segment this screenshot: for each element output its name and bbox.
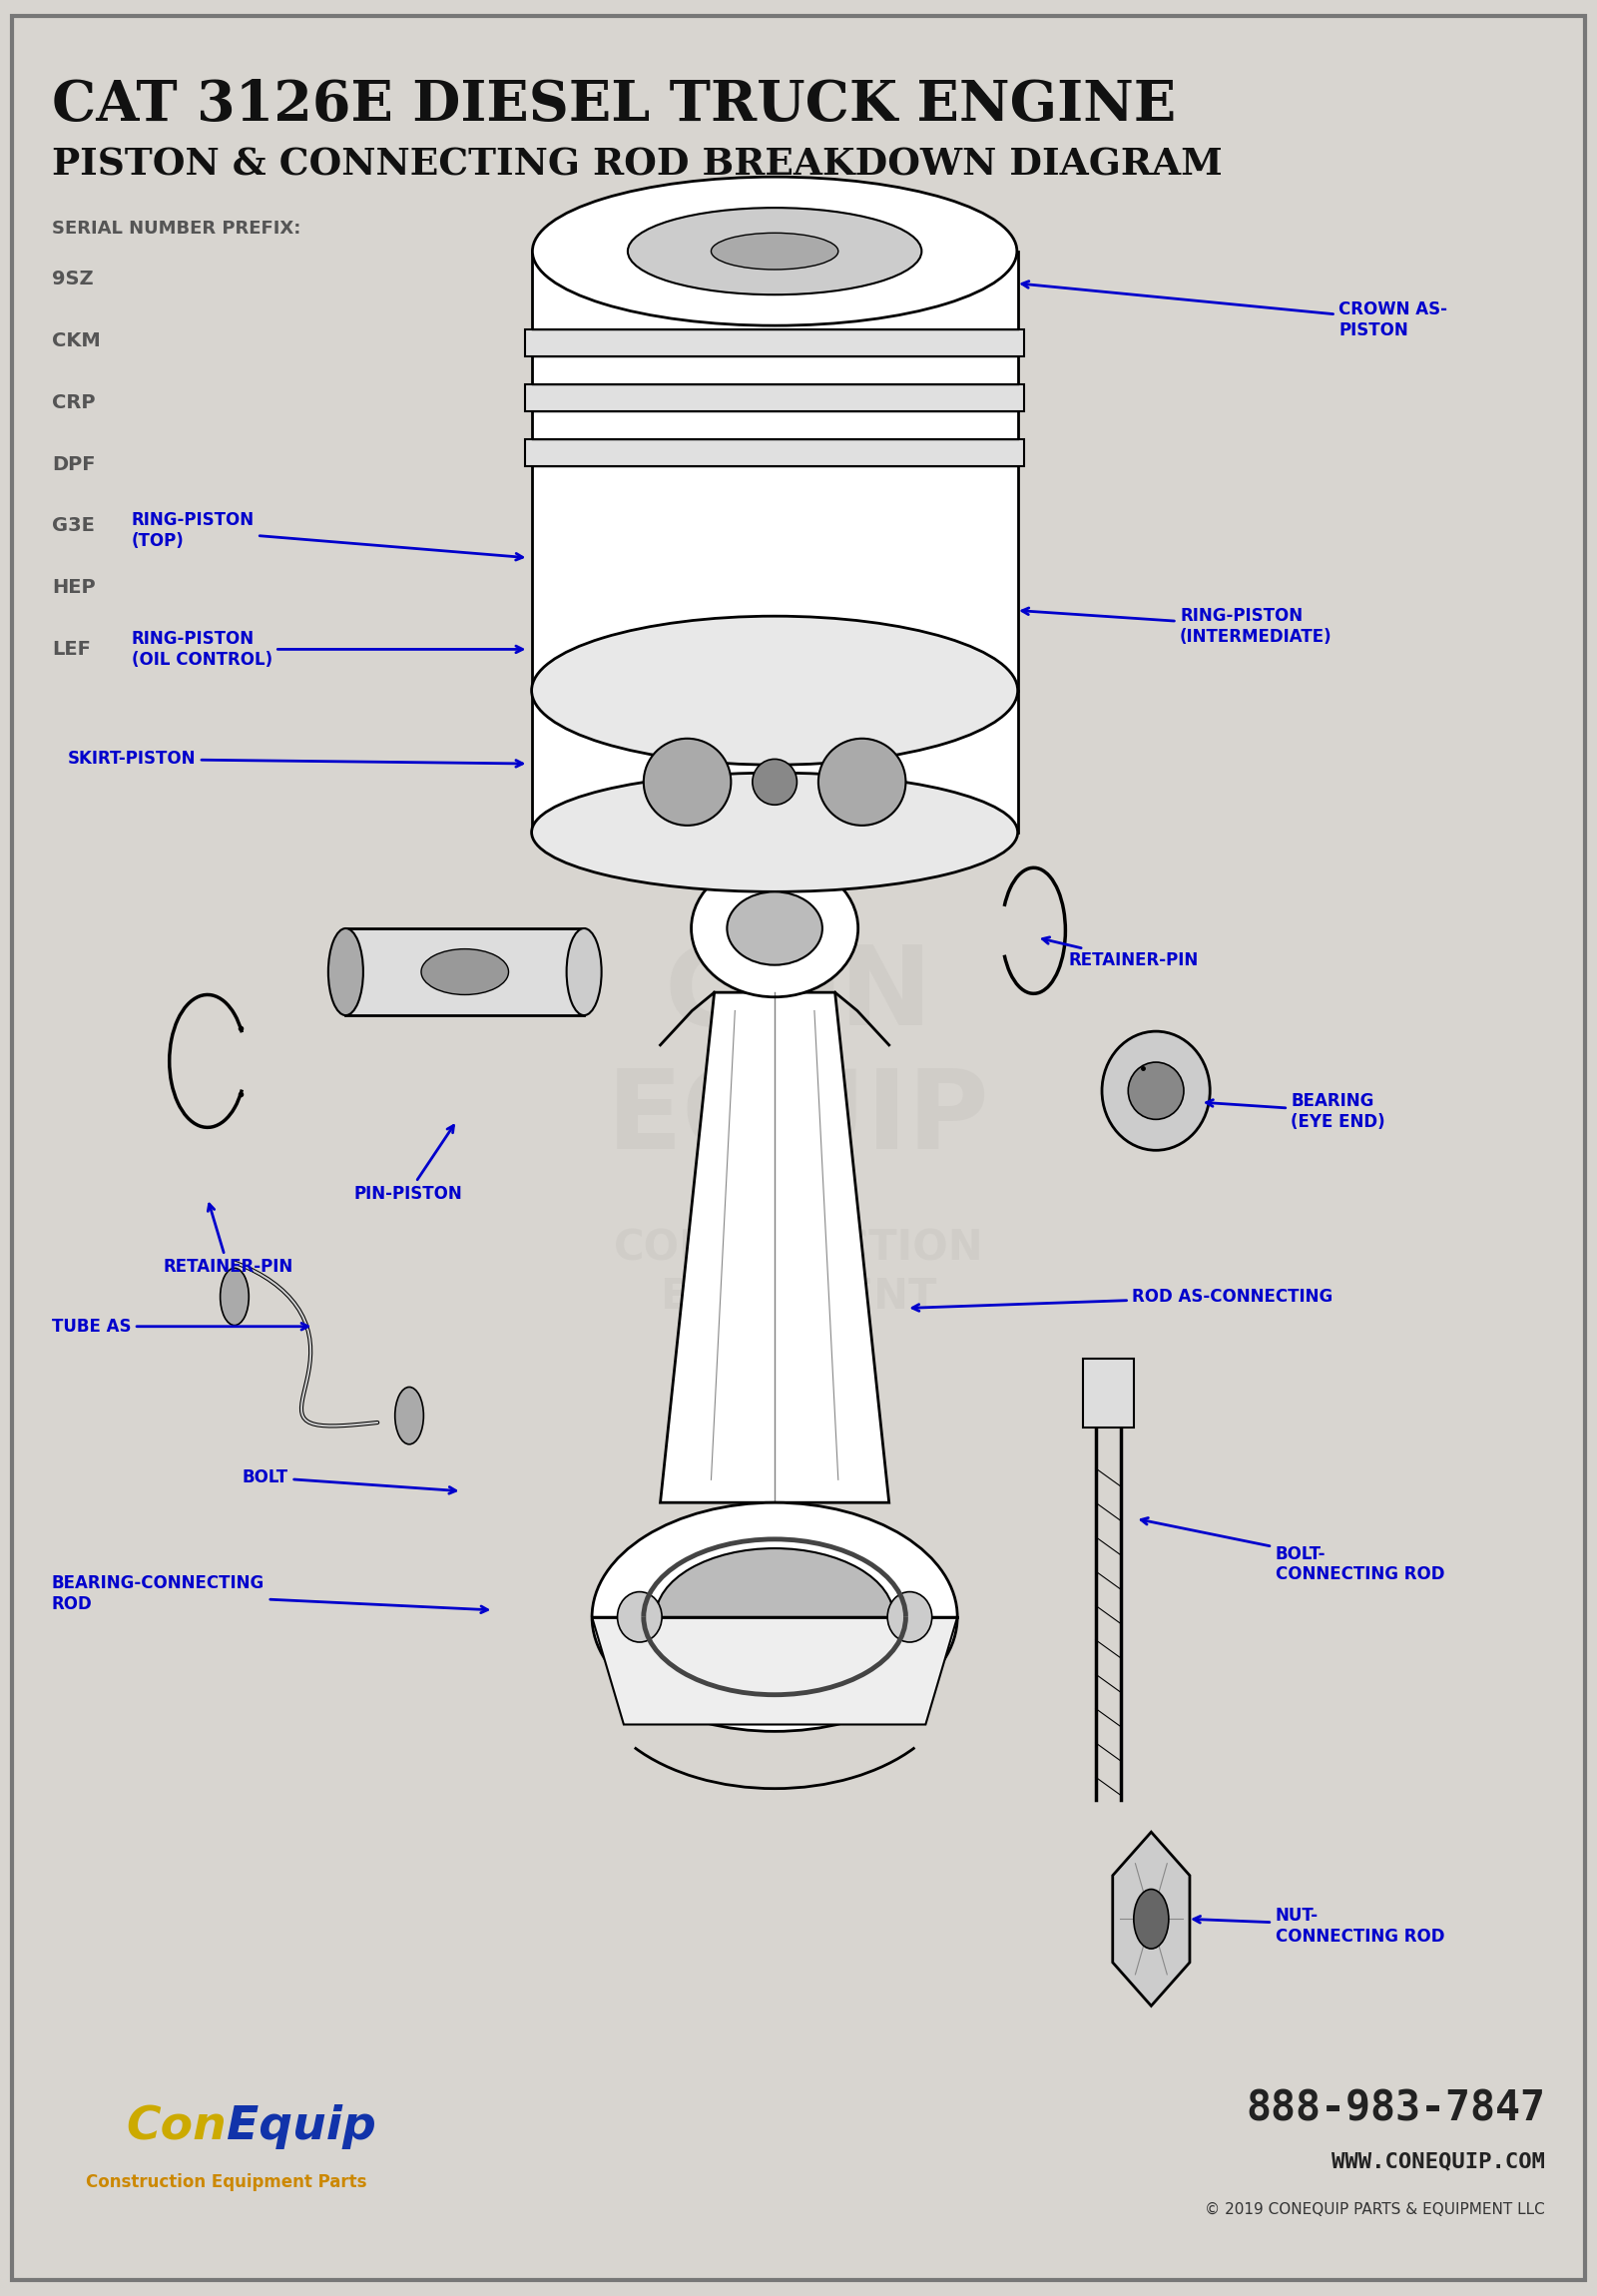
Ellipse shape xyxy=(1134,1890,1169,1949)
FancyBboxPatch shape xyxy=(525,439,1024,466)
Ellipse shape xyxy=(220,1267,249,1325)
Text: ROD AS-CONNECTING: ROD AS-CONNECTING xyxy=(912,1288,1333,1311)
Text: Con: Con xyxy=(126,2105,227,2149)
Text: RING-PISTON
(INTERMEDIATE): RING-PISTON (INTERMEDIATE) xyxy=(1022,606,1332,645)
FancyBboxPatch shape xyxy=(525,328,1024,356)
Text: 9SZ: 9SZ xyxy=(51,269,93,289)
Text: CRP: CRP xyxy=(51,393,96,411)
Text: SERIAL NUMBER PREFIX:: SERIAL NUMBER PREFIX: xyxy=(51,218,300,236)
Text: HEP: HEP xyxy=(51,579,96,597)
Text: RING-PISTON
(OIL CONTROL): RING-PISTON (OIL CONTROL) xyxy=(131,629,522,668)
Text: Equip: Equip xyxy=(227,2105,377,2149)
Text: NUT-
CONNECTING ROD: NUT- CONNECTING ROD xyxy=(1193,1906,1444,1945)
Text: G3E: G3E xyxy=(51,517,94,535)
Ellipse shape xyxy=(711,232,838,269)
Polygon shape xyxy=(660,992,890,1502)
Ellipse shape xyxy=(394,1387,423,1444)
Polygon shape xyxy=(592,1616,957,1724)
Ellipse shape xyxy=(1102,1031,1211,1150)
Ellipse shape xyxy=(727,891,822,964)
Text: WWW.CONEQUIP.COM: WWW.CONEQUIP.COM xyxy=(1332,2151,1546,2172)
Text: PIN-PISTON: PIN-PISTON xyxy=(353,1125,462,1203)
Ellipse shape xyxy=(692,859,858,996)
Text: LEF: LEF xyxy=(51,641,91,659)
FancyBboxPatch shape xyxy=(532,250,1017,691)
Text: BEARING-CONNECTING
ROD: BEARING-CONNECTING ROD xyxy=(51,1575,487,1614)
Ellipse shape xyxy=(532,774,1017,891)
Text: Construction Equipment Parts: Construction Equipment Parts xyxy=(86,2172,367,2190)
FancyBboxPatch shape xyxy=(345,928,585,1015)
Text: SKIRT-PISTON: SKIRT-PISTON xyxy=(67,751,522,769)
Text: RETAINER-PIN: RETAINER-PIN xyxy=(1043,937,1199,969)
Text: DPF: DPF xyxy=(51,455,96,473)
Ellipse shape xyxy=(532,177,1017,326)
Text: RING-PISTON
(TOP): RING-PISTON (TOP) xyxy=(131,512,522,560)
Ellipse shape xyxy=(422,948,508,994)
Text: CON
EQUIP: CON EQUIP xyxy=(607,941,990,1171)
Ellipse shape xyxy=(888,1591,933,1642)
FancyBboxPatch shape xyxy=(525,383,1024,411)
Text: © 2019 CONEQUIP PARTS & EQUIPMENT LLC: © 2019 CONEQUIP PARTS & EQUIPMENT LLC xyxy=(1206,2202,1546,2218)
Text: PISTON & CONNECTING ROD BREAKDOWN DIAGRAM: PISTON & CONNECTING ROD BREAKDOWN DIAGRA… xyxy=(51,147,1222,184)
Ellipse shape xyxy=(655,1548,894,1685)
FancyBboxPatch shape xyxy=(532,691,1017,831)
Text: CONSTRUCTION
EQUIPMENT
PARTS: CONSTRUCTION EQUIPMENT PARTS xyxy=(613,1228,984,1366)
Ellipse shape xyxy=(644,739,731,827)
Text: 888-983-7847: 888-983-7847 xyxy=(1246,2087,1546,2131)
Polygon shape xyxy=(1113,1832,1190,2007)
Ellipse shape xyxy=(752,760,797,806)
Ellipse shape xyxy=(329,928,363,1015)
Text: BOLT-
CONNECTING ROD: BOLT- CONNECTING ROD xyxy=(1140,1518,1444,1584)
Ellipse shape xyxy=(618,1591,661,1642)
Ellipse shape xyxy=(592,1502,957,1731)
Ellipse shape xyxy=(532,615,1017,765)
Text: RETAINER-PIN: RETAINER-PIN xyxy=(163,1203,292,1277)
FancyBboxPatch shape xyxy=(1083,1359,1134,1428)
Text: CAT 3126E DIESEL TRUCK ENGINE: CAT 3126E DIESEL TRUCK ENGINE xyxy=(51,78,1175,133)
Ellipse shape xyxy=(628,207,921,294)
Text: CKM: CKM xyxy=(51,331,101,351)
Text: BOLT: BOLT xyxy=(243,1469,455,1495)
Text: BEARING
(EYE END): BEARING (EYE END) xyxy=(1206,1093,1386,1130)
Text: CROWN AS-
PISTON: CROWN AS- PISTON xyxy=(1022,280,1447,340)
Ellipse shape xyxy=(818,739,905,827)
Ellipse shape xyxy=(567,928,602,1015)
Ellipse shape xyxy=(1127,1063,1183,1120)
Text: TUBE AS: TUBE AS xyxy=(51,1318,308,1336)
